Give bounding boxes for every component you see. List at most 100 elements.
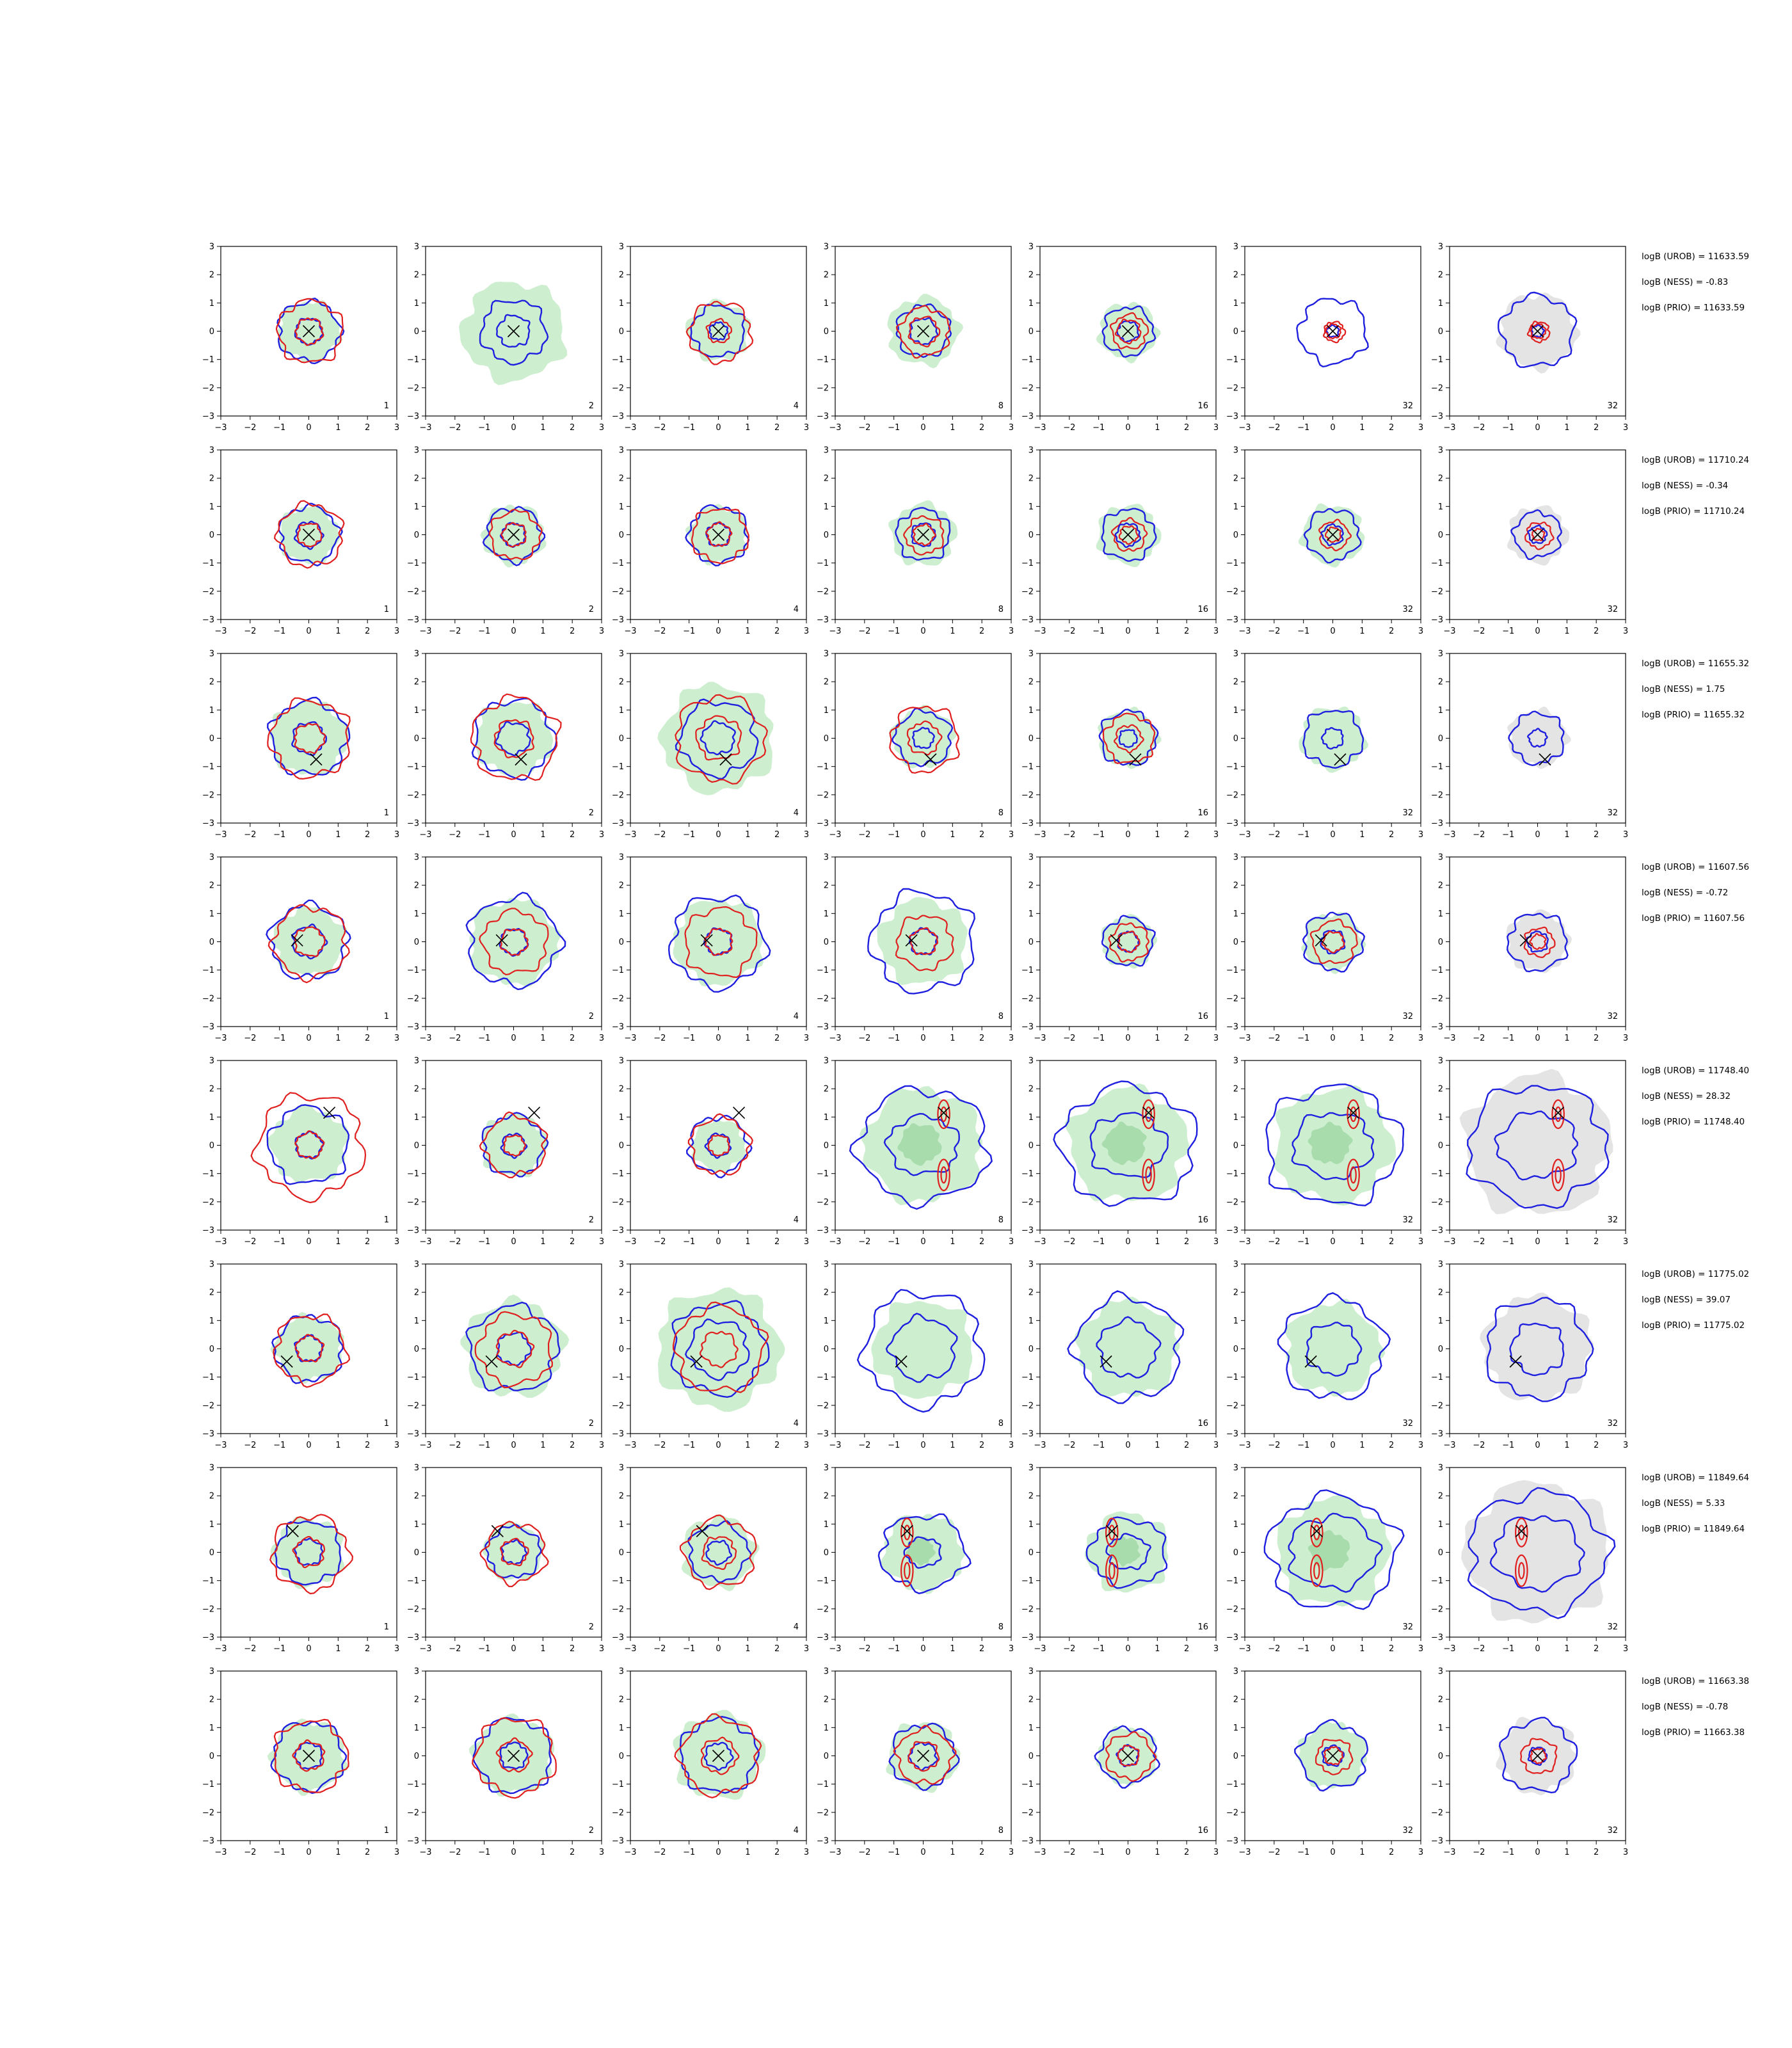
panel-plot-area [480,1521,548,1587]
x-tick-label: 2 [774,1441,780,1450]
y-tick-label: −3 [1226,819,1238,829]
x-tick-label: 1 [745,1441,750,1450]
logb-annotation: logB (UROB) = 11607.56 [1642,862,1749,872]
y-tick-label: −3 [612,1226,624,1236]
y-tick-label: −2 [1226,1604,1238,1614]
y-tick-label: −1 [202,1169,214,1179]
x-tick-label: 3 [1623,627,1628,636]
x-tick-label: −2 [244,1441,256,1450]
y-tick-label: 3 [619,853,624,863]
x-tick-label: −3 [1034,423,1046,433]
y-tick-label: −3 [202,412,214,422]
panel-count-label: 2 [589,1215,594,1225]
y-tick-label: 3 [824,1464,829,1473]
x-tick-label: −2 [244,1034,256,1043]
y-tick-label: 1 [824,1316,829,1326]
x-tick-label: −3 [1443,423,1455,433]
y-tick-label: −1 [612,559,624,568]
x-tick-label: −2 [244,423,256,433]
y-tick-label: 1 [619,706,624,716]
x-tick-label: 1 [745,423,750,433]
x-tick-label: −2 [1473,1441,1485,1450]
x-tick-label: −1 [273,1441,285,1450]
logb-annotation: logB (NESS) = -0.78 [1642,1702,1728,1712]
y-tick-label: 2 [1438,1288,1443,1298]
x-tick-label: 1 [335,830,340,840]
x-tick-label: 2 [1184,830,1189,840]
x-tick-label: −2 [653,1848,666,1857]
x-tick-label: 3 [1623,1237,1628,1247]
panel-plot-area [467,893,565,989]
x-tick-label: −2 [1268,1441,1280,1450]
x-tick-label: −1 [1092,1644,1105,1654]
y-tick-label: −2 [817,383,829,393]
panel-plot-area [459,282,567,385]
x-tick-label: 2 [570,423,575,433]
x-tick-label: 1 [1359,1644,1364,1654]
x-tick-label: 0 [306,627,311,636]
x-tick-label: 2 [979,1848,984,1857]
y-tick-label: 3 [414,1667,419,1677]
x-tick-label: 3 [394,1237,399,1247]
x-tick-label: 0 [511,1441,516,1450]
x-tick-label: 0 [716,1441,721,1450]
x-tick-label: 1 [540,1848,545,1857]
panel-count-label: 4 [794,1419,799,1428]
x-tick-label: 2 [979,1644,984,1654]
subplot-panel: −3−3−2−2−1−1001122334 [612,243,809,433]
y-tick-label: 2 [1233,1085,1238,1094]
y-tick-label: 0 [209,938,214,947]
y-tick-label: −2 [817,1401,829,1411]
x-tick-label: −3 [1443,1441,1455,1450]
y-tick-label: 0 [1028,938,1034,947]
y-tick-label: 2 [414,474,419,484]
x-tick-label: −1 [683,627,695,636]
x-tick-label: 0 [716,1034,721,1043]
y-tick-label: 0 [209,1548,214,1558]
y-tick-label: −2 [1226,383,1238,393]
x-tick-label: 3 [599,1034,604,1043]
panel-plot-area [1098,707,1162,769]
x-tick-label: 1 [950,627,955,636]
panel-plot-area [1496,1717,1577,1796]
y-tick-label: −3 [1431,1226,1443,1236]
x-tick-label: 3 [1213,1237,1219,1247]
x-tick-label: 1 [1564,423,1569,433]
y-tick-label: 3 [1438,650,1443,659]
x-tick-label: 3 [804,1441,809,1450]
x-tick-label: 2 [365,1441,370,1450]
x-tick-label: −3 [829,1644,841,1654]
prior-density-fill [1496,292,1581,374]
panel-count-label: 2 [589,808,594,818]
panel-plot-area [687,1107,753,1178]
x-tick-label: 1 [950,830,955,840]
y-tick-label: −2 [1021,1197,1034,1207]
x-tick-label: 2 [570,830,575,840]
logb-annotation: logB (PRIO) = 11633.59 [1642,303,1745,313]
y-tick-label: 2 [824,474,829,484]
y-tick-label: 1 [414,1113,419,1123]
x-tick-label: 3 [1418,423,1423,433]
y-tick-label: 0 [1028,734,1034,744]
y-tick-label: −2 [1226,1808,1238,1818]
x-tick-label: −1 [478,1644,490,1654]
y-tick-label: 1 [209,909,214,919]
panel-count-label: 4 [794,1622,799,1632]
x-tick-label: 2 [1184,1237,1189,1247]
x-tick-label: 3 [599,1644,604,1654]
subplot-panel: −3−3 −2 −2 −1 −1 0 0 1 1 2 2 3 3 32 [1226,1667,1423,1858]
y-tick-label: 1 [824,1520,829,1530]
y-tick-label: 1 [619,502,624,512]
y-tick-label: 1 [824,299,829,308]
y-tick-label: −3 [1021,1430,1034,1439]
x-tick-label: 1 [1359,1034,1364,1043]
x-tick-label: 2 [1594,1644,1599,1654]
y-tick-label: 1 [619,1724,624,1733]
x-tick-label: −2 [653,1441,666,1450]
panel-plot-area [1068,1291,1184,1403]
y-tick-label: −1 [1431,966,1443,975]
y-tick-label: −3 [1226,1023,1238,1032]
y-tick-label: −1 [407,1169,419,1179]
panel-count-label: 4 [794,1012,799,1021]
logb-annotation: logB (NESS) = 28.32 [1642,1091,1731,1101]
